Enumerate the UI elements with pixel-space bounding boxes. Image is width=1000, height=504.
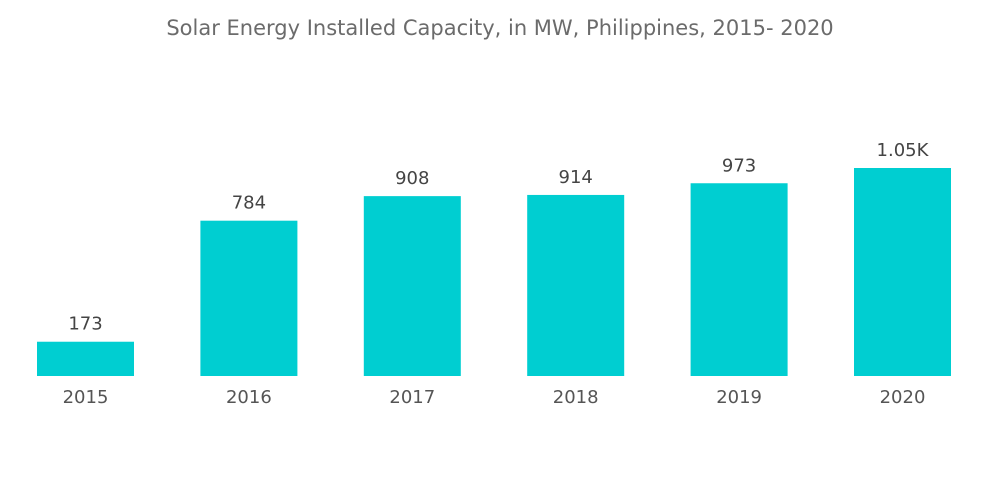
- x-tick-label: 2018: [553, 387, 599, 408]
- data-label: 914: [559, 167, 593, 188]
- bar-2017: [363, 196, 461, 376]
- x-tick-label: 2019: [716, 387, 762, 408]
- bar-2019: [690, 183, 788, 376]
- bar-2020: [854, 168, 951, 376]
- data-label: 173: [68, 314, 102, 335]
- data-label: 973: [722, 155, 756, 176]
- bar-2016: [200, 220, 298, 376]
- x-tick-label: 2020: [880, 387, 926, 408]
- data-label: 908: [395, 168, 429, 189]
- data-label: 784: [232, 193, 266, 214]
- data-label: 1.05K: [877, 140, 930, 161]
- bar-2015: [37, 341, 134, 376]
- x-tick-label: 2015: [63, 387, 109, 408]
- x-tick-label: 2017: [389, 387, 435, 408]
- x-tick-label: 2016: [226, 387, 272, 408]
- chart-title: Solar Energy Installed Capacity, in MW, …: [166, 16, 834, 40]
- bar-2018: [527, 194, 625, 376]
